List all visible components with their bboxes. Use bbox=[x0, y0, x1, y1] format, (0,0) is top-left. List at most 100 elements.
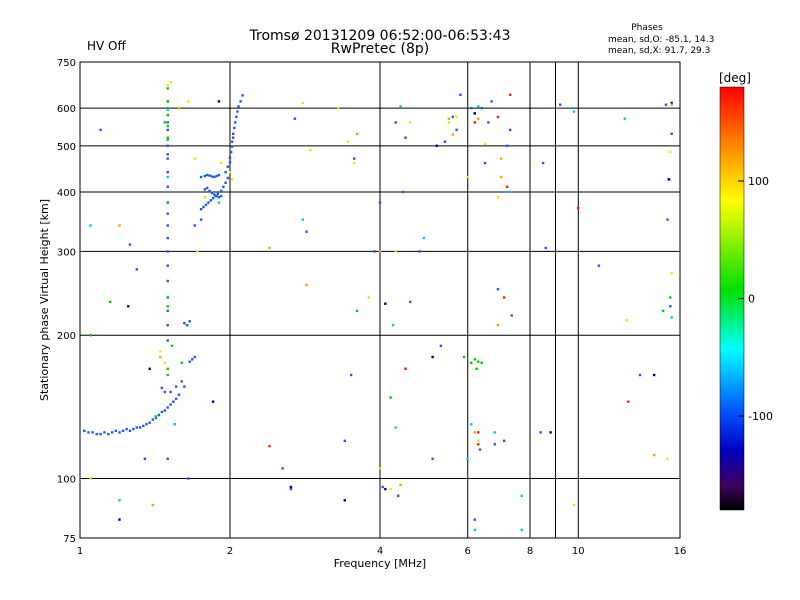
y-tick-label: 75 bbox=[63, 534, 76, 545]
data-point bbox=[132, 427, 135, 431]
data-point bbox=[451, 115, 454, 119]
x-tick-label: 8 bbox=[527, 546, 533, 557]
data-point bbox=[166, 324, 169, 327]
data-point bbox=[478, 448, 482, 451]
data-point bbox=[473, 112, 476, 115]
data-point bbox=[166, 87, 169, 90]
data-point bbox=[235, 115, 238, 119]
data-point bbox=[384, 487, 387, 491]
data-point bbox=[669, 305, 672, 308]
data-point bbox=[224, 171, 227, 174]
data-point bbox=[391, 324, 395, 327]
data-point bbox=[670, 101, 673, 105]
data-point bbox=[193, 224, 196, 227]
data-point bbox=[669, 296, 672, 299]
x-tick-label: 4 bbox=[377, 546, 383, 557]
data-point bbox=[268, 444, 271, 448]
data-point bbox=[473, 518, 476, 521]
data-point bbox=[409, 300, 412, 304]
data-point bbox=[470, 423, 473, 426]
data-point bbox=[166, 153, 169, 156]
data-point bbox=[305, 230, 308, 233]
data-point bbox=[389, 396, 392, 399]
data-point bbox=[175, 397, 178, 401]
data-point bbox=[401, 190, 405, 194]
data-point bbox=[216, 192, 219, 196]
data-point bbox=[203, 188, 206, 191]
data-point bbox=[163, 390, 166, 394]
data-point bbox=[499, 157, 503, 160]
data-point bbox=[208, 174, 211, 177]
data-point bbox=[226, 165, 229, 168]
data-point bbox=[466, 175, 469, 179]
data-point bbox=[188, 320, 191, 323]
data-point bbox=[462, 355, 466, 359]
data-point bbox=[135, 426, 138, 429]
data-point bbox=[544, 246, 547, 250]
data-point bbox=[173, 423, 176, 426]
data-point bbox=[89, 224, 92, 227]
data-point bbox=[143, 457, 147, 460]
data-point bbox=[572, 110, 576, 113]
y-tick-label: 750 bbox=[57, 58, 76, 69]
data-point bbox=[431, 355, 434, 359]
data-point bbox=[185, 324, 189, 327]
data-point bbox=[175, 385, 178, 388]
data-point bbox=[187, 100, 190, 103]
data-point bbox=[378, 467, 382, 470]
data-point bbox=[154, 416, 158, 420]
data-point bbox=[473, 431, 476, 434]
data-point bbox=[222, 185, 225, 188]
data-point bbox=[228, 171, 232, 174]
data-point bbox=[203, 196, 206, 199]
data-point bbox=[208, 189, 211, 193]
data-point bbox=[661, 309, 665, 313]
data-point bbox=[572, 503, 576, 507]
data-point bbox=[166, 296, 169, 299]
data-point bbox=[473, 358, 476, 361]
data-point bbox=[627, 400, 630, 403]
data-point bbox=[204, 203, 208, 206]
data-point bbox=[666, 457, 669, 460]
data-point bbox=[477, 431, 480, 434]
data-point bbox=[475, 367, 478, 370]
y-axis-label: Stationary phase Virtual Height [km] bbox=[38, 199, 51, 401]
data-point bbox=[166, 264, 169, 267]
data-point bbox=[207, 201, 210, 204]
data-point bbox=[214, 194, 217, 198]
data-point bbox=[470, 361, 473, 364]
data-point bbox=[166, 250, 169, 253]
data-point bbox=[549, 431, 552, 434]
data-point bbox=[447, 117, 451, 120]
data-point bbox=[166, 339, 169, 342]
data-point bbox=[199, 218, 203, 221]
data-point bbox=[217, 100, 221, 103]
data-point bbox=[443, 140, 447, 143]
data-point bbox=[87, 431, 90, 434]
data-point bbox=[493, 431, 496, 434]
data-point bbox=[213, 193, 216, 196]
data-point bbox=[220, 194, 223, 198]
data-point bbox=[89, 334, 92, 337]
data-point bbox=[166, 373, 169, 377]
data-point bbox=[480, 361, 483, 364]
data-point bbox=[451, 133, 454, 136]
data-point bbox=[118, 518, 121, 521]
data-point bbox=[346, 140, 350, 143]
y-axis-ticks: 75 100 200 300 400 500 600 750 bbox=[57, 58, 76, 545]
x-axis-label: Frequency [MHz] bbox=[334, 557, 426, 570]
data-point bbox=[228, 161, 232, 164]
data-point bbox=[496, 196, 500, 199]
data-point bbox=[237, 105, 240, 108]
data-point bbox=[151, 503, 154, 507]
data-point bbox=[384, 302, 387, 305]
data-point bbox=[177, 393, 181, 396]
data-point bbox=[206, 186, 209, 190]
data-point bbox=[337, 106, 340, 110]
data-point bbox=[220, 189, 223, 193]
data-point bbox=[289, 485, 293, 489]
data-point bbox=[301, 101, 304, 105]
data-point bbox=[169, 81, 172, 84]
data-point bbox=[394, 250, 397, 253]
data-point bbox=[166, 236, 169, 240]
